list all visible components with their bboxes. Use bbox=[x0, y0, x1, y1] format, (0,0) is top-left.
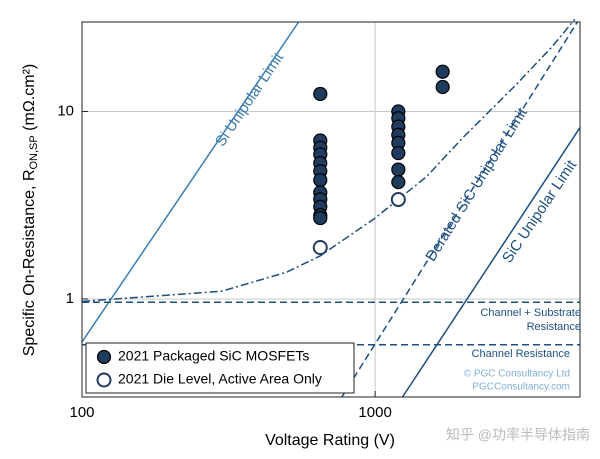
marks bbox=[312, 64, 450, 256]
annotation: Channel Resistance bbox=[472, 348, 570, 360]
annotation: Resistance bbox=[527, 321, 581, 333]
y-tick-label: 1 bbox=[66, 290, 74, 307]
legend-marker bbox=[96, 349, 112, 365]
plot-frame bbox=[81, 21, 581, 398]
reference-line bbox=[81, 21, 300, 343]
data-point bbox=[313, 86, 328, 102]
x-axis-label: Voltage Rating (V) bbox=[265, 432, 395, 449]
y-label-sub: ON,SP bbox=[28, 135, 40, 169]
data-point bbox=[390, 192, 406, 208]
lines bbox=[81, 18, 581, 398]
annotation: PGCConsultancy.com bbox=[472, 382, 570, 393]
data-point bbox=[313, 210, 328, 226]
data-point bbox=[391, 162, 406, 177]
y-axis-label: Specific On-Resistance, RON,SP (mΩ.cm²) bbox=[21, 64, 40, 356]
annotation: SiC Unipolar Limit bbox=[499, 157, 581, 267]
legend-label: 2021 Packaged SiC MOSFETs bbox=[118, 348, 309, 364]
legend-label: 2021 Die Level, Active Area Only bbox=[118, 371, 322, 387]
reference-line bbox=[81, 18, 576, 303]
annotation: Si Unipolar Limit bbox=[212, 49, 288, 150]
legend-marker bbox=[96, 372, 112, 388]
reference-line bbox=[341, 21, 579, 398]
data-point bbox=[435, 64, 450, 79]
legend: 2021 Packaged SiC MOSFETs 2021 Die Level,… bbox=[85, 342, 355, 394]
x-tick-label: 100 bbox=[69, 404, 94, 421]
annotation: © PGC Consultancy Ltd bbox=[464, 369, 570, 380]
data-point bbox=[313, 173, 328, 188]
data-point bbox=[391, 145, 406, 161]
reference-line bbox=[401, 127, 581, 398]
y-label-main: Specific On-Resistance, R bbox=[21, 170, 38, 357]
data-point bbox=[435, 79, 450, 95]
x-tick-label: 1000 bbox=[358, 404, 391, 421]
annotation: Channel + Substrate bbox=[480, 307, 581, 319]
data-point bbox=[391, 175, 406, 190]
grid bbox=[81, 22, 580, 397]
legend-box bbox=[85, 342, 355, 394]
y-tick-label: 10 bbox=[57, 102, 74, 119]
watermark: 知乎 @功率半导体指南 bbox=[446, 427, 590, 443]
data-point bbox=[312, 240, 328, 256]
y-label-unit: (mΩ.cm²) bbox=[21, 64, 38, 136]
